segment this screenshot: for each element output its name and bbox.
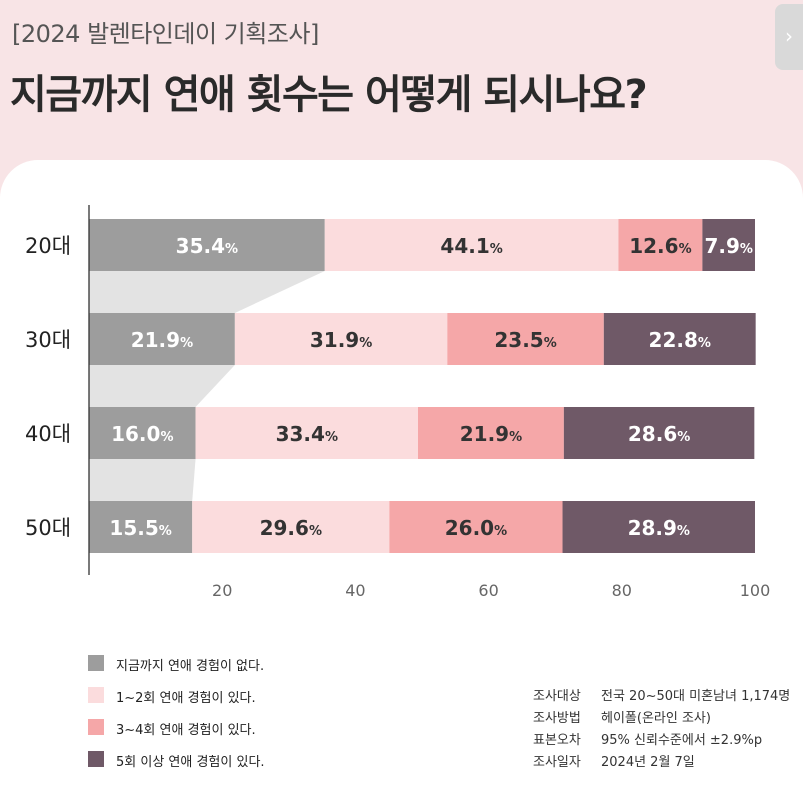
data-label: 22.8% (649, 328, 711, 352)
category-label: 40대 (25, 422, 71, 446)
legend-label: 3~4회 연애 경험이 있다. (116, 723, 256, 738)
x-tick-label: 100 (740, 581, 771, 600)
bar-segment (389, 501, 563, 553)
survey-info-key: 조사방법 (533, 711, 581, 726)
legend-swatch (88, 719, 104, 735)
legend-label: 1~2회 연애 경험이 있다. (116, 691, 256, 706)
legend-label: 5회 이상 연애 경험이 있다. (116, 755, 265, 770)
stacked-bar-chart: 35.4% 44.1% 12.6% 7.9% 20대 21.9% 31.9% 23.5% 22.… (25, 205, 771, 600)
survey-info-value: 2024년 2월 7일 (601, 755, 695, 770)
data-label: 29.6% (260, 516, 322, 540)
data-label: 21.9% (460, 422, 522, 446)
survey-info-key: 표본오차 (533, 733, 581, 748)
page-title: 지금까지 연애 횟수는 어떻게 되시나요? (10, 72, 648, 118)
bar-segment (89, 313, 235, 365)
bar-segment (563, 407, 755, 459)
bar-segment (418, 407, 564, 459)
bar-segment (234, 313, 448, 365)
bar-segment (447, 313, 604, 365)
data-label: 33.4% (276, 422, 338, 446)
funnel-connector (89, 365, 235, 407)
survey-info-key: 조사일자 (533, 755, 581, 770)
legend-label: 지금까지 연애 경험이 없다. (116, 659, 265, 674)
next-button[interactable]: › (775, 4, 803, 70)
bar-segment (89, 219, 325, 271)
data-label: 28.9% (628, 516, 690, 540)
legend-swatch (88, 751, 104, 767)
category-label: 50대 (25, 516, 71, 540)
data-label: 16.0% (111, 422, 173, 446)
data-label: 31.9% (310, 328, 372, 352)
funnel-connector (89, 459, 196, 501)
survey-info-key: 조사대상 (533, 689, 581, 704)
survey-info-value: 전국 20~50대 미혼남녀 1,174명 (601, 689, 791, 704)
x-tick-label: 40 (345, 581, 365, 600)
data-label: 23.5% (494, 328, 556, 352)
legend-swatch (88, 687, 104, 703)
data-label: 12.6% (629, 234, 691, 258)
survey-info-value: 헤이폴(온라인 조사) (601, 711, 711, 726)
bar-segment (324, 219, 619, 271)
chevron-right-icon: › (785, 24, 793, 48)
data-label: 44.1% (440, 234, 502, 258)
bar-segment (562, 501, 755, 553)
data-label: 7.9% (704, 234, 752, 258)
x-tick-label: 20 (212, 581, 232, 600)
data-label: 28.6% (628, 422, 690, 446)
survey-tag: [2024 발렌타인데이 기획조사] (12, 20, 319, 48)
bar-segment (702, 219, 755, 271)
bar-segment (195, 407, 419, 459)
data-label: 15.5% (109, 516, 171, 540)
funnel-connector (89, 271, 325, 313)
x-tick-label: 80 (612, 581, 632, 600)
bar-segment (603, 313, 756, 365)
x-tick-label: 60 (478, 581, 498, 600)
category-label: 20대 (25, 234, 71, 258)
survey-info-value: 95% 신뢰수준에서 ±2.9%p (601, 733, 763, 748)
bar-segment (89, 407, 196, 459)
header: [2024 발렌타인데이 기획조사] 지금까지 연애 횟수는 어떻게 되시나요?… (0, 0, 803, 150)
data-label: 35.4% (176, 234, 238, 258)
data-label: 21.9% (131, 328, 193, 352)
bar-segment (618, 219, 703, 271)
legend-swatch (88, 655, 104, 671)
bar-segment (89, 501, 193, 553)
data-label: 26.0% (445, 516, 507, 540)
category-label: 30대 (25, 328, 71, 352)
bar-segment (192, 501, 390, 553)
